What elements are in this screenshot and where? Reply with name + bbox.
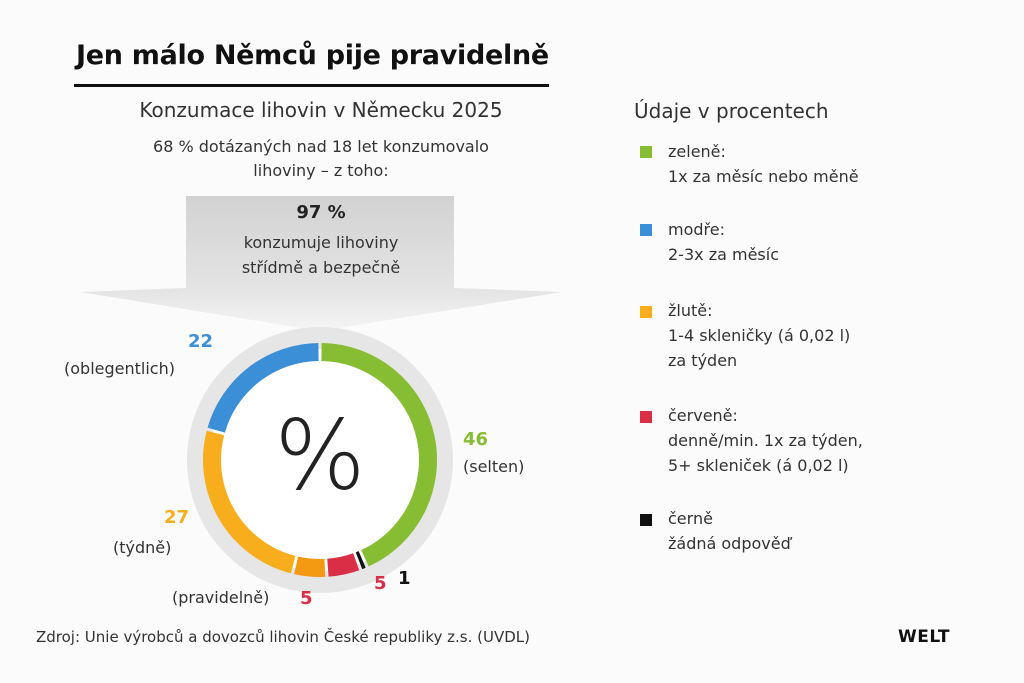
legend-item-name: černě: [668, 509, 713, 528]
legend-item-black: černě žádná odpověď: [668, 506, 791, 556]
callout-text: konzumuje lihoviny střídmě a bezpečně: [186, 230, 456, 280]
slice-category-label: (pravidelně): [172, 588, 270, 607]
legend-item-yellow: žlutě: 1-4 skleničky (á 0,02 l) za týden: [668, 298, 850, 373]
subtext-line: lihoviny – z toho:: [253, 161, 389, 180]
legend-swatch-blue: [640, 224, 652, 236]
legend-title: Údaje v procentech: [634, 99, 829, 123]
legend-item-name: modře:: [668, 220, 725, 239]
source-note: Zdroj: Unie výrobců a dovozců lihovin Če…: [36, 628, 530, 646]
donut-slice: [321, 343, 437, 567]
legend-swatch-yellow: [640, 306, 652, 318]
slice-value-label: 27: [164, 507, 190, 528]
donut-slice: [294, 556, 326, 577]
chart-subtext: 68 % dotázaných nad 18 let konzumovalo l…: [60, 135, 582, 183]
slice-category-label: (týdně): [113, 538, 172, 557]
legend-item-desc: 1x za měsíc nebo měně: [668, 167, 859, 186]
slice-value-label: 1: [398, 568, 411, 589]
legend-item-red: červeně: denně/min. 1x za týden, 5+ skle…: [668, 403, 863, 478]
legend-item-blue: modře: 2-3x za měsíc: [668, 217, 779, 267]
donut-slice: [355, 551, 366, 570]
slice-value-label: 5: [374, 573, 387, 594]
slice-value-label: 5: [300, 588, 313, 609]
callout-line: konzumuje lihoviny: [243, 233, 399, 252]
legend-item-name: zeleně:: [668, 142, 726, 161]
legend-item-desc: za týden: [668, 351, 738, 370]
legend-item-desc: 5+ skleniček (á 0,02 l): [668, 456, 849, 475]
slice-category-label: (oblegentlich): [64, 359, 175, 378]
callout-line: střídmě a bezpečně: [241, 258, 401, 277]
headline: Jen málo Němců pije pravidelně: [76, 40, 549, 71]
callout-value: 97 %: [296, 202, 346, 223]
legend-item-name: červeně:: [668, 406, 738, 425]
percent-symbol: %: [274, 399, 365, 511]
slice-value-label: 22: [188, 331, 214, 352]
legend-item-desc: denně/min. 1x za týden,: [668, 431, 863, 450]
welt-logo: WELT: [898, 627, 950, 647]
legend-swatch-red: [640, 411, 652, 423]
slice-value-label: 46: [463, 429, 489, 450]
donut-slice: [326, 553, 360, 577]
legend-item-desc: 1-4 skleničky (á 0,02 l): [668, 326, 851, 345]
donut-slice: [203, 430, 296, 574]
legend-swatch-black: [640, 514, 652, 526]
legend-item-desc: žádná odpověď: [668, 534, 791, 553]
slice-category-label: (selten): [463, 457, 525, 476]
legend-item-green: zeleně: 1x za měsíc nebo měně: [668, 139, 859, 189]
subtext-line: 68 % dotázaných nad 18 let konzumovalo: [153, 137, 489, 156]
donut-track: [187, 327, 453, 593]
headline-underline: [74, 84, 549, 87]
legend-item-name: žlutě:: [668, 301, 713, 320]
donut-inner-fill: [199, 339, 441, 581]
legend-swatch-green: [640, 146, 652, 158]
legend-item-desc: 2-3x za měsíc: [668, 245, 779, 264]
donut-slice: [207, 343, 319, 433]
chart-subtitle: Konzumace lihovin v Německu 2025: [139, 98, 503, 122]
